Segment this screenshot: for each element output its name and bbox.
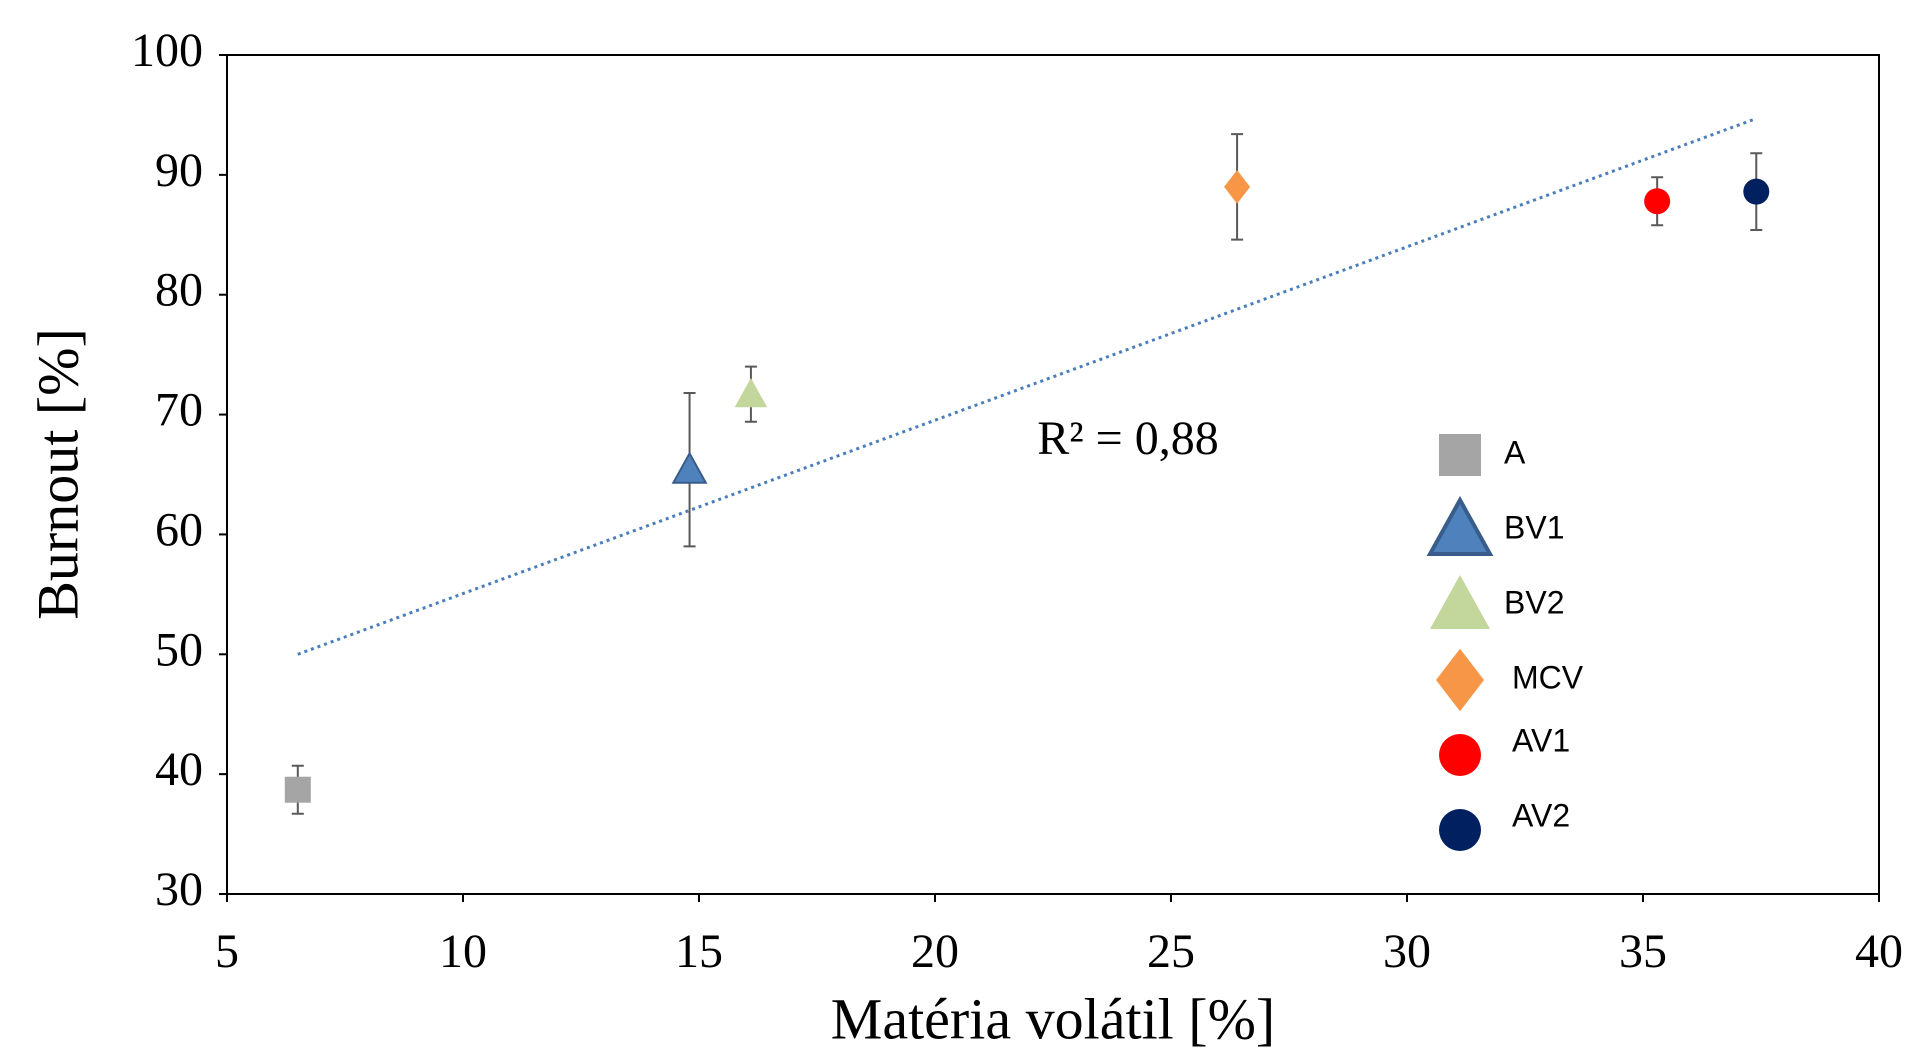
data-point <box>284 776 311 803</box>
y-tick-label: 40 <box>155 743 203 796</box>
legend-marker <box>1436 648 1484 712</box>
y-tick-label: 100 <box>131 24 203 77</box>
data-point <box>734 377 768 408</box>
legend-label: MCV <box>1512 659 1584 695</box>
x-tick-label: 5 <box>215 925 239 978</box>
x-tick-label: 35 <box>1619 925 1667 978</box>
data-point <box>671 451 708 484</box>
x-tick-label: 30 <box>1383 925 1431 978</box>
legend-label: AV2 <box>1512 797 1570 833</box>
legend-marker <box>1439 734 1481 776</box>
data-point <box>1743 178 1770 205</box>
legend-label: BV1 <box>1504 509 1564 545</box>
trendline <box>297 117 1757 656</box>
plot-frame <box>226 54 1880 895</box>
legend-marker <box>1426 495 1494 556</box>
legend-marker <box>1439 809 1481 851</box>
x-tick-label: 40 <box>1855 925 1903 978</box>
y-axis-title: Burnout [%] <box>25 328 90 620</box>
y-tick-label: 60 <box>155 503 203 556</box>
legend-label: AV1 <box>1512 722 1570 758</box>
legend-marker <box>1430 575 1490 629</box>
y-tick-label: 70 <box>155 384 203 437</box>
legend-label: BV2 <box>1504 584 1564 620</box>
legend-marker <box>1439 434 1481 476</box>
x-tick-label: 25 <box>1147 925 1195 978</box>
data-point <box>1224 169 1251 204</box>
legend-label: A <box>1504 434 1526 470</box>
annotation: R² = 0,88 <box>1037 412 1218 465</box>
y-tick-label: 50 <box>155 623 203 676</box>
x-tick-label: 20 <box>911 925 959 978</box>
data-point <box>1644 188 1671 215</box>
y-tick-label: 90 <box>155 144 203 197</box>
x-tick-label: 10 <box>439 925 487 978</box>
y-tick-label: 80 <box>155 264 203 317</box>
y-tick-label: 30 <box>155 863 203 916</box>
x-tick-label: 15 <box>675 925 723 978</box>
x-axis-title: Matéria volátil [%] <box>831 986 1276 1051</box>
